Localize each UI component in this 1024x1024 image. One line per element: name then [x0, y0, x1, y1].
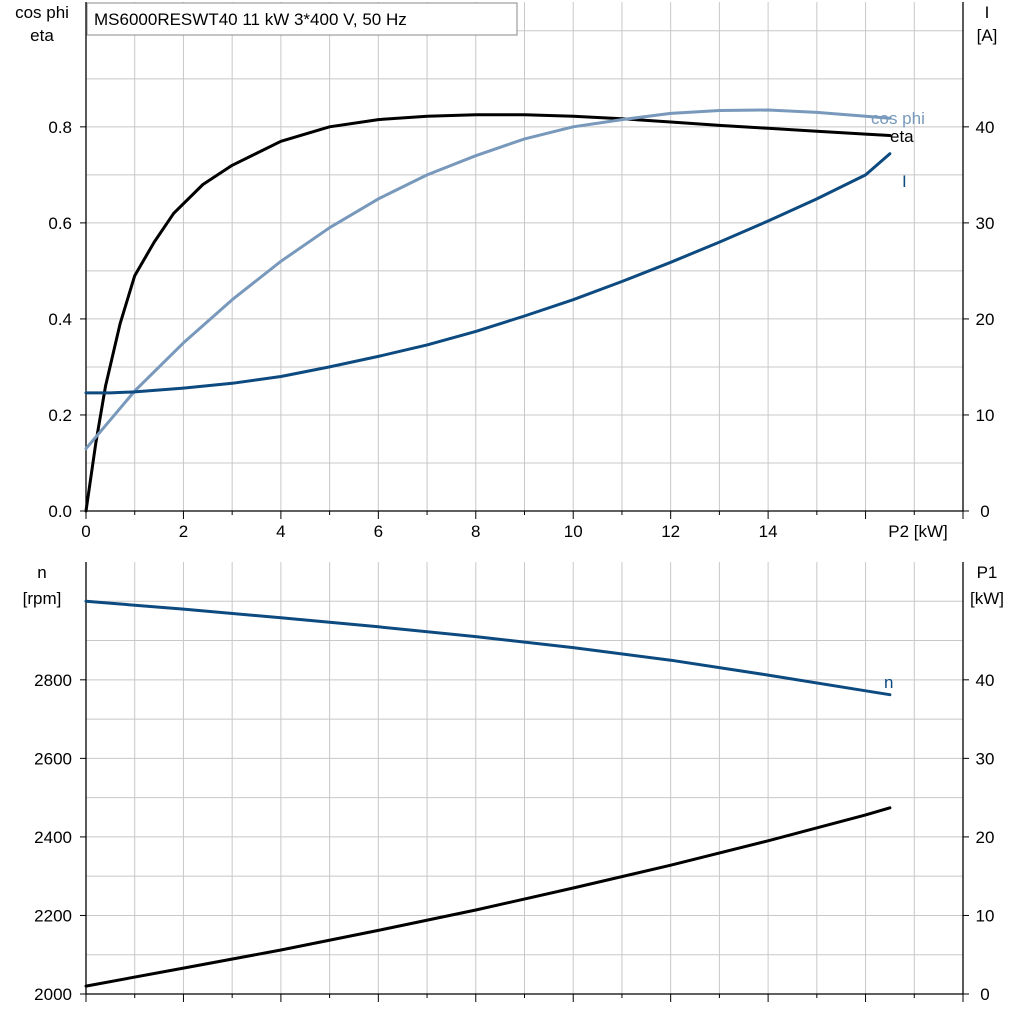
series-label-n: n — [884, 673, 893, 692]
right-tick-label: 10 — [976, 406, 995, 425]
title-box-border — [86, 2, 518, 36]
left-tick-label: 2600 — [34, 749, 72, 768]
left-tick-label: 2200 — [34, 906, 72, 925]
series-label-i: I — [902, 172, 907, 191]
left-axis-label: eta — [30, 26, 54, 45]
x-tick-label: 4 — [276, 522, 285, 541]
x-tick-label: 6 — [374, 522, 383, 541]
left-tick-label: 0.0 — [48, 502, 72, 521]
right-tick-label: 0 — [980, 502, 989, 521]
right-tick-label: 0 — [980, 985, 989, 1004]
right-tick-label: 10 — [976, 906, 995, 925]
chart-title: MS6000RESWT40 11 kW 3*400 V, 50 Hz — [94, 10, 407, 29]
x-axis-label: P2 [kW] — [888, 522, 948, 541]
right-tick-label: 20 — [976, 828, 995, 847]
series-label-eta: eta — [890, 127, 914, 146]
chart-title-box: MS6000RESWT40 11 kW 3*400 V, 50 Hz — [86, 2, 518, 36]
right-tick-label: 40 — [976, 671, 995, 690]
x-tick-label: 12 — [661, 522, 680, 541]
right-axis-label: P1 — [977, 563, 998, 582]
series-line-eta — [84, 113, 892, 513]
left-tick-label: 0.6 — [48, 214, 72, 233]
left-tick-label: 2400 — [34, 828, 72, 847]
x-tick-label: 8 — [471, 522, 480, 541]
series-label-cos-phi: cos phi — [871, 109, 925, 128]
left-axis-label: n — [37, 563, 46, 582]
series-line-cos-phi — [84, 108, 892, 451]
left-tick-label: 2000 — [34, 985, 72, 1004]
left-tick-label: 0.2 — [48, 406, 72, 425]
x-tick-label: 14 — [759, 522, 778, 541]
right-tick-label: 40 — [976, 118, 995, 137]
left-tick-label: 2800 — [34, 671, 72, 690]
x-tick-label: 10 — [564, 522, 583, 541]
left-tick-label: 0.8 — [48, 118, 72, 137]
series-line-n — [84, 599, 892, 697]
left-axis-label: [rpm] — [23, 589, 62, 608]
right-tick-label: 30 — [976, 214, 995, 233]
x-tick-label: 0 — [81, 522, 90, 541]
left-axis-label: cos phi — [15, 3, 69, 22]
right-tick-label: 20 — [976, 310, 995, 329]
series-line-p1 — [84, 806, 892, 988]
x-tick-label: 2 — [179, 522, 188, 541]
series-line-i — [84, 152, 892, 395]
top-plot-panel: 0 2 4 6 8 10 12 14 P2 [kW] 0.0 0.2 0.4 0.6 0.8 0 10 20 30… — [15, 2, 997, 541]
right-tick-label: 30 — [976, 749, 995, 768]
left-tick-label: 0.4 — [48, 310, 72, 329]
right-axis-label: [kW] — [970, 589, 1004, 608]
right-axis-label: I — [985, 3, 990, 22]
right-axis-label: [A] — [977, 26, 998, 45]
bottom-plot-panel: 2000 2200 2400 2600 2800 0 10 20 30 40 n [rpm] P1 [kW… — [23, 562, 1004, 1004]
